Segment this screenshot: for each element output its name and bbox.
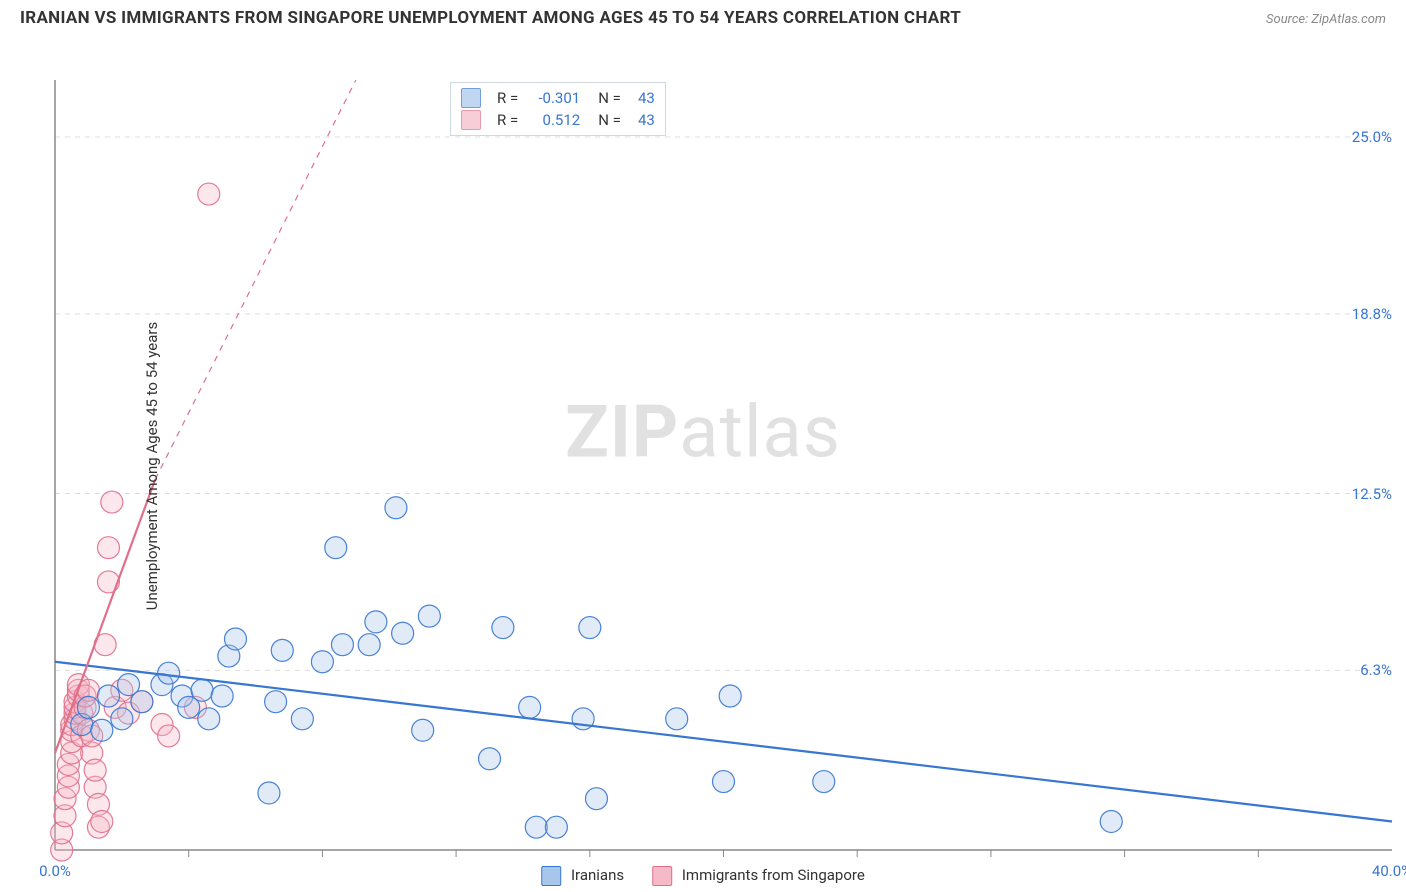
chart-title: IRANIAN VS IMMIGRANTS FROM SINGAPORE UNE… <box>20 8 961 28</box>
swatch-icon <box>652 866 672 886</box>
y-axis-label: Unemployment Among Ages 45 to 54 years <box>143 322 161 610</box>
chart-header: IRANIAN VS IMMIGRANTS FROM SINGAPORE UNE… <box>0 0 1406 32</box>
chart-container: Unemployment Among Ages 45 to 54 years Z… <box>0 40 1406 892</box>
source-attribution: Source: ZipAtlas.com <box>1266 12 1386 27</box>
legend-item-singapore: Immigrants from Singapore <box>652 866 865 886</box>
legend-item-iranians: Iranians <box>541 866 624 886</box>
swatch-icon <box>541 866 561 886</box>
legend-bottom: Iranians Immigrants from Singapore <box>541 866 865 886</box>
correlation-box: R =-0.301N =43R =0.512N =43 <box>450 82 666 136</box>
scatter-plot <box>0 40 1406 892</box>
